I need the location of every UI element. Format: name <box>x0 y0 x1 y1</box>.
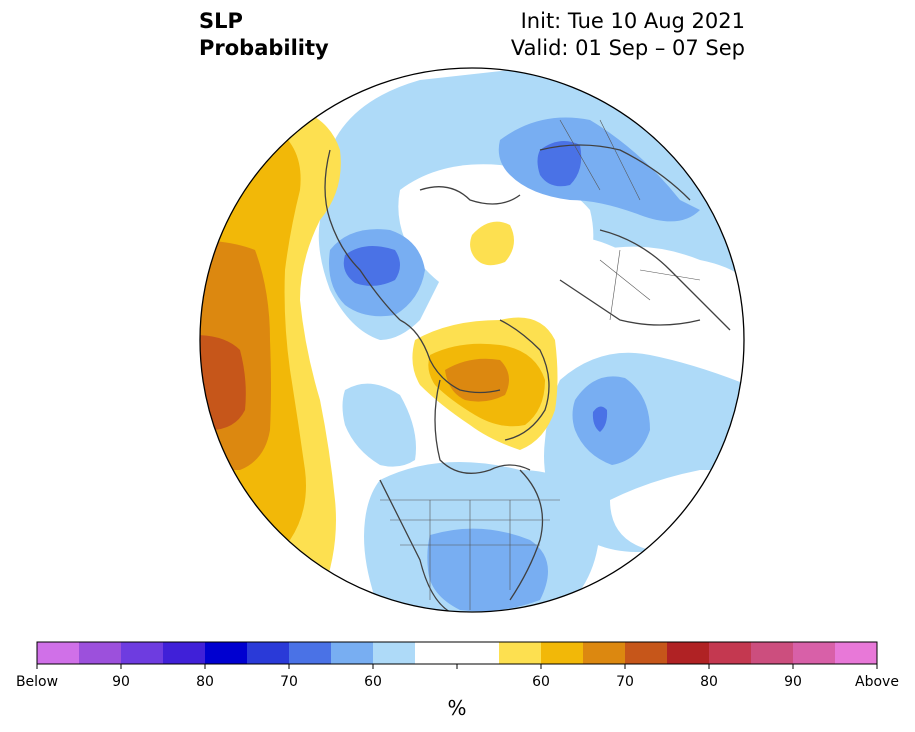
colorbar-segment <box>121 642 164 664</box>
colorbar-ticks <box>36 664 878 669</box>
chart-title: SLP Probability <box>199 8 329 62</box>
probability-field <box>200 68 744 612</box>
colorbar-tick-label: 70 <box>616 674 634 690</box>
blue-region-north-america-deep <box>427 528 548 612</box>
colorbar-tick-label: 90 <box>112 674 130 690</box>
colorbar-segment <box>499 642 542 664</box>
colorbar-segment <box>583 642 626 664</box>
colorbar-tick-labels: Below 90 80 70 60 60 70 80 90 Above <box>16 674 899 690</box>
colorbar-tick-label: 60 <box>364 674 382 690</box>
white-region-scandinavia <box>595 246 744 350</box>
coastlines <box>324 144 731 612</box>
colorbar-tick-label: 90 <box>784 674 802 690</box>
colorbar-segments <box>37 642 878 664</box>
yellow-region-arctic <box>470 221 514 266</box>
colorbar-segment <box>751 642 794 664</box>
init-date: Init: Tue 10 Aug 2021 <box>520 9 745 33</box>
colorbar-segment <box>37 642 80 664</box>
forecast-dates: Init: Tue 10 Aug 2021 Valid: 01 Sep – 07… <box>511 8 745 62</box>
blue-region-atlantic-core <box>592 406 608 432</box>
colorbar-unit: % <box>447 696 466 720</box>
red-region-pacific-core <box>200 335 246 430</box>
colorbar-tick-label: Below <box>16 674 58 690</box>
colorbar-tick-label: 60 <box>532 674 550 690</box>
title-quantity: Probability <box>199 36 329 60</box>
polar-map <box>199 67 745 613</box>
colorbar-tick-label: 80 <box>700 674 718 690</box>
colorbar-segment <box>205 642 248 664</box>
valid-range: Valid: 01 Sep – 07 Sep <box>510 36 745 60</box>
colorbar-tick-label: 70 <box>280 674 298 690</box>
globe-boundary <box>199 67 745 613</box>
blue-region-siberia-core <box>537 141 582 187</box>
political-borders <box>380 119 701 610</box>
colorbar-segment <box>667 642 710 664</box>
colorbar-segment <box>163 642 206 664</box>
colorbar: Below 90 80 70 60 60 70 80 90 Above % <box>16 641 899 720</box>
colorbar-segment <box>247 642 290 664</box>
colorbar-segment <box>331 642 374 664</box>
blue-region-pacific-core <box>343 246 400 286</box>
colorbar-tick-label: 80 <box>196 674 214 690</box>
colorbar-tick-label: Above <box>855 674 899 690</box>
colorbar-segment <box>289 642 332 664</box>
colorbar-segment <box>709 642 752 664</box>
colorbar-segment <box>625 642 668 664</box>
blue-region-siberia-deep <box>498 117 700 222</box>
colorbar-segment <box>835 642 878 664</box>
colorbar-segment <box>79 642 122 664</box>
colorbar-segment <box>415 642 458 664</box>
colorbar-segment <box>457 642 500 664</box>
title-variable: SLP <box>199 9 243 33</box>
blue-region-hudson <box>342 383 416 467</box>
colorbar-segment <box>373 642 416 664</box>
blue-region-atlantic-deep <box>572 376 650 465</box>
colorbar-segment <box>541 642 584 664</box>
colorbar-segment <box>793 642 836 664</box>
